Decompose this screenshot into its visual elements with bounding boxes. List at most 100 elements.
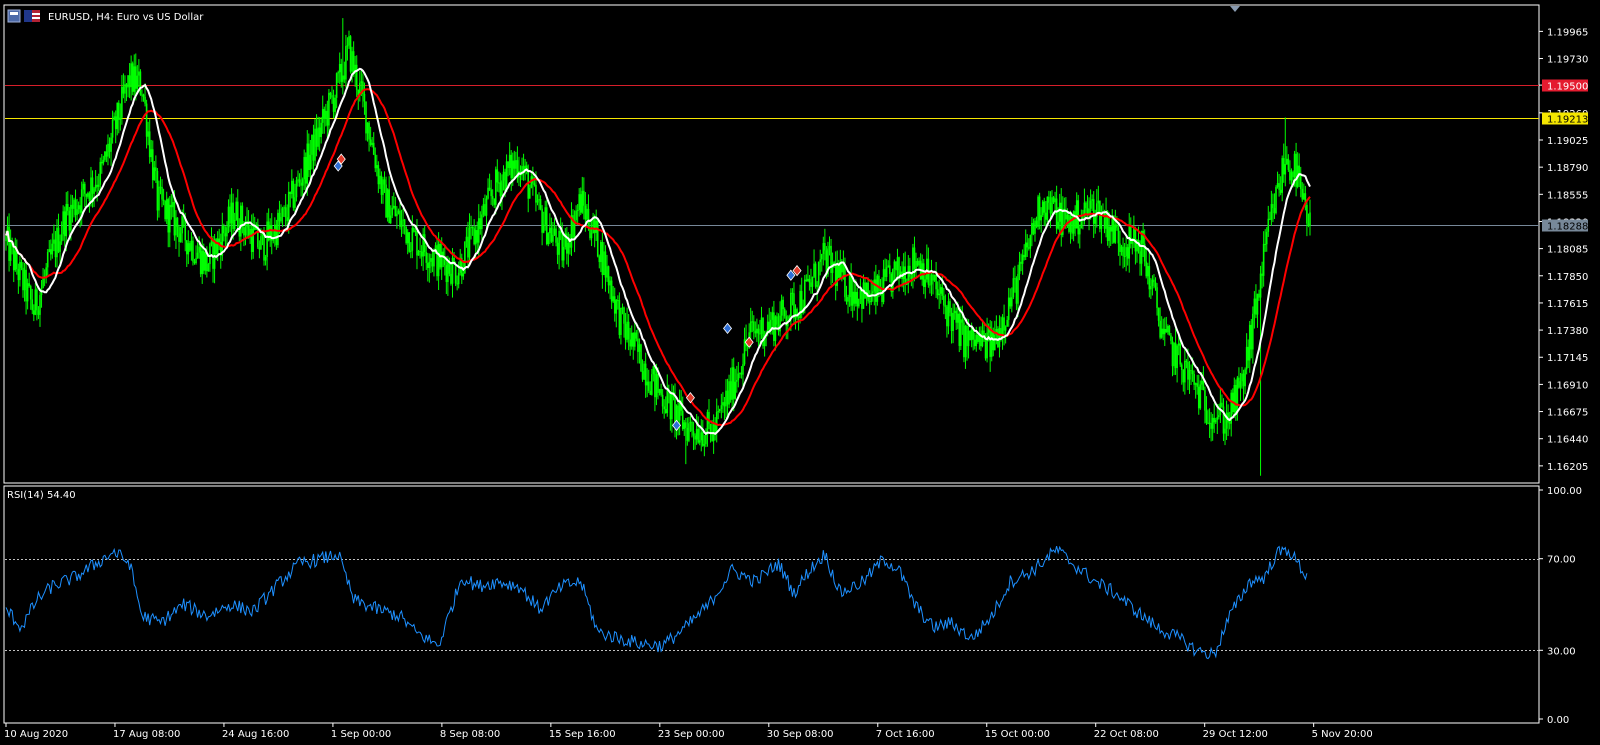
candle-body	[603, 251, 605, 276]
candle-body	[60, 234, 63, 242]
candle-body	[953, 310, 956, 314]
candle-body	[107, 143, 109, 157]
candle-body	[59, 241, 61, 252]
candle-body	[946, 306, 948, 327]
candle-body	[1221, 402, 1223, 407]
candle-body	[612, 296, 614, 302]
candle-body	[817, 261, 820, 286]
candle-body	[391, 207, 394, 216]
candle-body	[257, 224, 259, 248]
candle-body	[164, 200, 166, 220]
candle-body	[854, 291, 857, 304]
candle-body	[202, 250, 205, 271]
candle-body	[933, 274, 936, 281]
candle-body	[1009, 297, 1012, 307]
candle-body	[68, 210, 71, 231]
candle-body	[511, 160, 514, 179]
candle-body	[1182, 370, 1185, 383]
candle-body	[1085, 202, 1087, 209]
candle-body	[1204, 390, 1206, 411]
candle-body	[457, 272, 460, 285]
candle-body	[162, 199, 165, 201]
horizontal-lines[interactable]: 1.19500 1.19213 1.18288	[5, 79, 1588, 233]
candle-body	[365, 101, 367, 134]
candle-body	[1261, 273, 1263, 276]
candle-body	[941, 287, 944, 296]
candle-body	[99, 161, 102, 185]
candle-body	[236, 201, 239, 230]
candle-body	[1211, 417, 1214, 429]
candle-body	[22, 267, 24, 291]
candle-body	[793, 293, 795, 319]
candle-body	[569, 242, 571, 248]
candle-body	[289, 191, 292, 195]
candle-body	[372, 142, 375, 155]
candle-body	[705, 434, 707, 445]
candle-body	[1014, 278, 1016, 280]
candle-body	[12, 245, 15, 271]
candle-body	[1054, 198, 1056, 203]
candle-body	[1252, 313, 1254, 350]
candle-body	[522, 166, 525, 172]
candle-body	[82, 183, 85, 190]
candle-body	[646, 381, 648, 386]
candle-body	[430, 258, 432, 262]
candle-body	[587, 208, 590, 228]
candle-body	[873, 279, 876, 292]
candle-body	[117, 102, 120, 120]
candle-body	[689, 422, 692, 424]
candle-body	[907, 265, 910, 285]
candle-body	[9, 240, 12, 261]
candle-body	[1248, 324, 1251, 361]
bid-line-label: 1.18288	[1547, 222, 1588, 233]
candle-body	[981, 330, 984, 347]
candle-body	[170, 204, 173, 208]
window-icon[interactable]	[7, 9, 21, 23]
candle-body	[1031, 223, 1033, 235]
candle-body	[762, 317, 764, 347]
main-price-panel	[3, 4, 1540, 484]
candle-body	[85, 193, 88, 197]
candle-body	[266, 221, 268, 257]
candle-body	[726, 390, 729, 405]
candle-body	[909, 265, 911, 277]
candle-body	[1105, 211, 1107, 229]
candle-body	[94, 184, 97, 189]
candle-body	[1173, 342, 1175, 367]
red-line-label: 1.19500	[1547, 82, 1588, 93]
candle-body	[413, 228, 415, 232]
candle-body	[1199, 384, 1202, 409]
candle-body	[513, 160, 516, 169]
candle-body	[610, 280, 613, 302]
candle-body	[232, 202, 234, 230]
candle-body	[1265, 231, 1268, 245]
candle-body	[703, 444, 706, 446]
candle-body	[700, 432, 703, 441]
candle-body	[185, 240, 188, 255]
time-tick-label: 23 Sep 00:00	[658, 729, 725, 740]
candle-body	[437, 244, 440, 277]
candle-body	[1284, 164, 1287, 175]
rsi-tick-label: 30.00	[1547, 646, 1576, 657]
candle-body	[853, 291, 856, 304]
candle-body	[688, 423, 690, 441]
candle-body	[1162, 328, 1165, 335]
candle-body	[88, 193, 91, 202]
candle-body	[550, 227, 553, 242]
candle-body	[759, 333, 761, 335]
candle-body	[379, 175, 381, 185]
candle-body	[221, 225, 224, 256]
candle-body	[990, 330, 993, 357]
candle-body	[888, 265, 891, 274]
candle-body	[1190, 370, 1192, 372]
candle-body	[800, 290, 803, 313]
candle-body	[629, 339, 631, 347]
candle-body	[584, 205, 587, 220]
candle-body	[219, 242, 222, 256]
buy-signal-marker	[333, 160, 343, 172]
sell-signal-marker	[744, 336, 754, 348]
candle-body	[1003, 317, 1005, 331]
candle-body	[37, 310, 40, 315]
